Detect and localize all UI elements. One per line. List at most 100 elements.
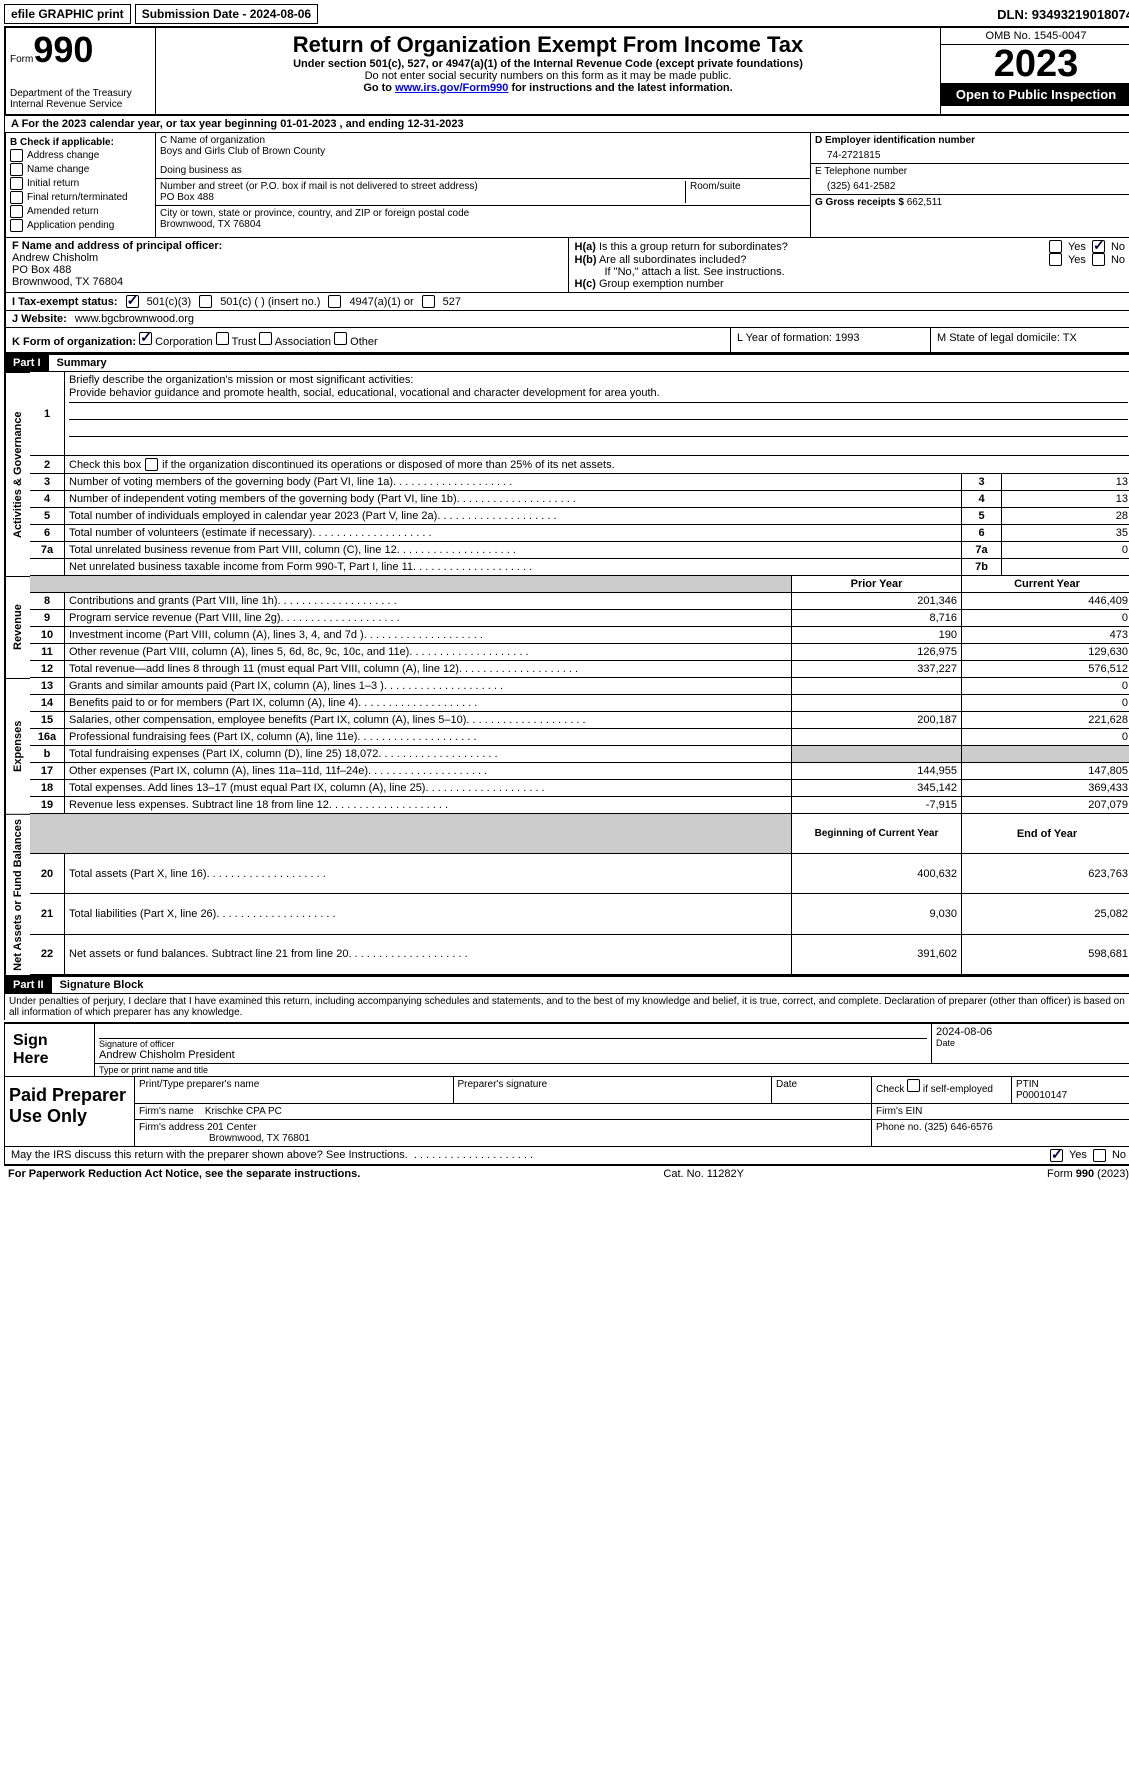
q1-label: Briefly describe the organization's miss…: [69, 374, 1128, 386]
line-text: Benefits paid to or for members (Part IX…: [65, 695, 792, 712]
cb-app-pending[interactable]: [10, 219, 23, 232]
cb-discuss-no[interactable]: [1093, 1149, 1106, 1162]
website-value: www.bgcbrownwood.org: [75, 313, 194, 325]
cb-discontinued[interactable]: [145, 458, 158, 471]
ptin-label: PTIN: [1016, 1079, 1128, 1090]
line-text: Net unrelated business taxable income fr…: [65, 559, 962, 576]
prior-shaded: [792, 746, 962, 763]
line-text: Program service revenue (Part VIII, line…: [65, 610, 792, 627]
line-num: 14: [30, 695, 65, 712]
line-num: 10: [30, 627, 65, 644]
governance-table: Activities & Governance 1 Briefly descri…: [4, 372, 1129, 576]
check-self-prefix: Check: [876, 1084, 907, 1095]
line-a-tax-year: A For the 2023 calendar year, or tax yea…: [4, 116, 1129, 133]
cb-other[interactable]: [334, 332, 347, 345]
line-text: Number of voting members of the governin…: [65, 474, 962, 491]
line-num: 15: [30, 712, 65, 729]
firm-addr1: 201 Center: [207, 1122, 256, 1133]
firm-addr2: Brownwood, TX 76801: [139, 1133, 867, 1144]
cb-name-change[interactable]: [10, 163, 23, 176]
website-label: J Website:: [12, 313, 67, 325]
part-2-label: Part II: [5, 977, 52, 993]
cb-amended[interactable]: [10, 205, 23, 218]
sig-officer-label: Signature of officer: [99, 1039, 927, 1049]
cb-527[interactable]: [422, 295, 435, 308]
prior-value: -7,915: [792, 797, 962, 814]
cb-hb-no[interactable]: [1092, 253, 1105, 266]
lbl-discuss-yes: Yes: [1069, 1149, 1087, 1161]
cb-ha-no[interactable]: [1092, 240, 1105, 253]
current-value: 0: [962, 695, 1129, 712]
line-num: 13: [30, 678, 65, 695]
line-num: 11: [30, 644, 65, 661]
line-text: Professional fundraising fees (Part IX, …: [65, 729, 792, 746]
line-num: 22: [30, 935, 65, 975]
cb-discuss-yes[interactable]: [1050, 1149, 1063, 1162]
prep-name-label: Print/Type preparer's name: [135, 1077, 454, 1104]
prior-value: 400,632: [792, 854, 962, 894]
end-year-label: End of Year: [962, 814, 1129, 854]
cb-4947[interactable]: [328, 295, 341, 308]
part-1-header: Part I Summary: [4, 354, 1129, 372]
open-inspection: Open to Public Inspection: [941, 83, 1129, 106]
line-value: 28: [1002, 508, 1129, 525]
current-value: 0: [962, 678, 1129, 695]
cb-address-change[interactable]: [10, 149, 23, 162]
cb-assoc[interactable]: [259, 332, 272, 345]
vlabel-expenses: Expenses: [5, 678, 30, 814]
current-value: 0: [962, 729, 1129, 746]
line-text: Total assets (Part X, line 16): [65, 854, 792, 894]
lbl-527: 527: [443, 296, 461, 308]
form-header: Form990 Department of the Treasury Inter…: [4, 26, 1129, 116]
goto-suffix: for instructions and the latest informat…: [508, 82, 732, 94]
cb-ha-yes[interactable]: [1049, 240, 1062, 253]
city-label: City or town, state or province, country…: [160, 208, 806, 219]
lbl-app-pending: Application pending: [27, 220, 114, 231]
part-1-label: Part I: [5, 355, 49, 371]
prior-value: 9,030: [792, 894, 962, 934]
cb-501c3[interactable]: [126, 295, 139, 308]
lbl-other: Other: [350, 336, 378, 348]
line-num: 21: [30, 894, 65, 934]
firm-addr-label: Firm's address: [139, 1122, 204, 1133]
vlabel-net: Net Assets or Fund Balances: [5, 814, 30, 975]
form-number: 990: [33, 29, 93, 70]
part-2-header: Part II Signature Block: [4, 976, 1129, 994]
prior-value: 126,975: [792, 644, 962, 661]
lbl-discuss-no: No: [1112, 1149, 1126, 1161]
line-text: Total liabilities (Part X, line 26): [65, 894, 792, 934]
efile-button[interactable]: efile GRAPHIC print: [4, 4, 131, 24]
line-key: 5: [962, 508, 1002, 525]
dln-number: DLN: 93493219018074: [997, 7, 1129, 22]
page-footer: For Paperwork Reduction Act Notice, see …: [4, 1165, 1129, 1182]
cb-self-employed[interactable]: [907, 1079, 920, 1092]
cat-number: Cat. No. 11282Y: [663, 1168, 744, 1180]
current-value: 207,079: [962, 797, 1129, 814]
line-text: Total number of volunteers (estimate if …: [65, 525, 962, 542]
cb-corp[interactable]: [139, 332, 152, 345]
cb-501c[interactable]: [199, 295, 212, 308]
cb-final-return[interactable]: [10, 191, 23, 204]
lbl-corp: Corporation: [155, 336, 212, 348]
irs-link[interactable]: www.irs.gov/Form990: [395, 82, 508, 94]
form-title: Return of Organization Exempt From Incom…: [160, 32, 936, 58]
tax-year: 2023: [941, 45, 1129, 83]
line-text: Other expenses (Part IX, column (A), lin…: [65, 763, 792, 780]
cb-trust[interactable]: [216, 332, 229, 345]
cb-initial-return[interactable]: [10, 177, 23, 190]
current-value: 0: [962, 610, 1129, 627]
hb-note: If "No," attach a list. See instructions…: [575, 266, 1126, 278]
current-value: 129,630: [962, 644, 1129, 661]
ptin-value: P00010147: [1016, 1090, 1128, 1101]
line-text: Total revenue—add lines 8 through 11 (mu…: [65, 661, 792, 678]
line-num: 9: [30, 610, 65, 627]
line-value: 13: [1002, 491, 1129, 508]
dept-irs: Internal Revenue Service: [10, 99, 151, 110]
officer-sig-name: Andrew Chisholm President: [99, 1049, 927, 1061]
line-text: Number of independent voting members of …: [65, 491, 962, 508]
cb-hb-yes[interactable]: [1049, 253, 1062, 266]
line-num: 20: [30, 854, 65, 894]
section-i: I Tax-exempt status: 501(c)(3) 501(c) ( …: [4, 293, 1129, 311]
line-num: 4: [30, 491, 65, 508]
prior-value: 345,142: [792, 780, 962, 797]
